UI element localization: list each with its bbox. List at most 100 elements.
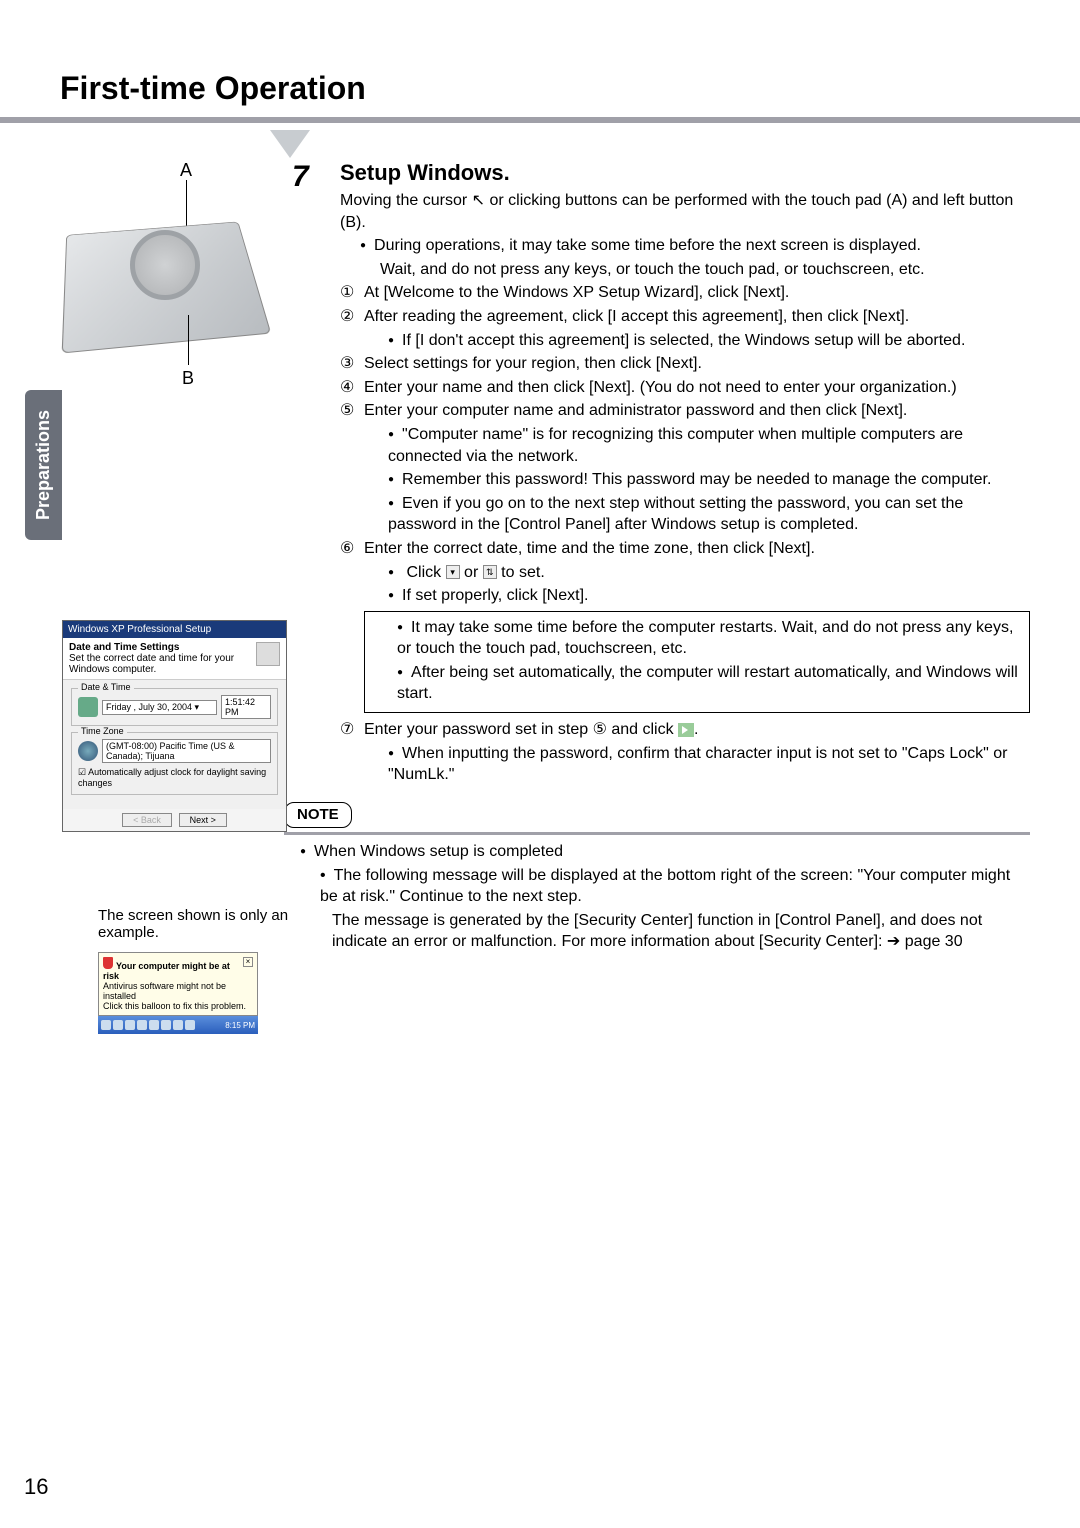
dst-checkbox: ☑ — [78, 767, 88, 777]
laptop-diagram: A B — [60, 160, 260, 390]
circled-5-ref: ⑤ — [593, 721, 607, 738]
close-icon: × — [243, 957, 253, 967]
dt-body: Date & Time Friday , July 30, 2004 ▾ 1:5… — [63, 680, 286, 809]
dt-tz-group: Time Zone (GMT-08:00) Pacific Time (US &… — [71, 732, 278, 795]
step-5-text: Enter your computer name and administrat… — [364, 402, 907, 419]
step-5: ⑤ Enter your computer name and administra… — [340, 400, 1030, 422]
spinner-icon: ⇅ — [483, 565, 497, 579]
note-divider — [284, 832, 1030, 835]
sec-line2: Click this balloon to fix this problem. — [103, 1001, 246, 1011]
page-title: First-time Operation — [0, 0, 1080, 107]
tray-icon — [185, 1020, 195, 1030]
time-field: 1:51:42 PM — [221, 695, 271, 719]
windows-logo-icon — [256, 642, 280, 666]
step-2: ② After reading the agreement, click [I a… — [340, 306, 1030, 328]
step-7-mid: and click — [607, 721, 678, 738]
example-note: The screen shown is only an example. — [98, 907, 298, 941]
step-heading: Setup Windows. — [340, 160, 510, 186]
taskbar: 8:15 PM — [98, 1016, 258, 1034]
tray-icon — [125, 1020, 135, 1030]
intro-text: Moving the cursor ↖ or clicking buttons … — [340, 190, 1030, 233]
dst-label: Automatically adjust clock for daylight … — [78, 767, 266, 788]
page-number: 16 — [24, 1474, 48, 1500]
tray-icon — [113, 1020, 123, 1030]
circled-5-icon: ⑤ — [340, 400, 354, 422]
dt-subheading: Set the correct date and time for your W… — [69, 653, 234, 675]
step-7a: When inputting the password, confirm tha… — [340, 743, 1030, 786]
note-dash-1a: The following message will be displayed … — [284, 865, 1030, 908]
taskbar-time: 8:15 PM — [225, 1021, 255, 1030]
step-5b: Remember this password! This password ma… — [340, 469, 1030, 491]
tray-icon — [161, 1020, 171, 1030]
circled-2-icon: ② — [340, 306, 354, 328]
security-balloon-figure: × Your computer might be at risk Antivir… — [98, 952, 258, 1034]
tz-field: (GMT-08:00) Pacific Time (US & Canada); … — [102, 739, 271, 763]
step-3: ③ Select settings for your region, then c… — [340, 353, 1030, 375]
step-number: 7 — [292, 160, 309, 194]
date-field: Friday , July 30, 2004 ▾ — [102, 700, 217, 715]
circled-7-icon: ⑦ — [340, 719, 354, 741]
sec-line1: Antivirus software might not be installe… — [103, 981, 226, 1001]
globe-icon — [78, 741, 98, 761]
step-content: Moving the cursor ↖ or clicking buttons … — [340, 190, 1030, 955]
next-button: Next > — [179, 813, 227, 827]
step-1: ① At [Welcome to the Windows XP Setup Wiz… — [340, 282, 1030, 304]
step-6b: If set properly, click [Next]. — [340, 585, 1030, 607]
step-6a-mid: or — [460, 564, 483, 581]
wait-text: Wait, and do not press any keys, or touc… — [340, 259, 1030, 281]
step-marker-icon — [270, 130, 310, 158]
diagram-label-b: B — [182, 368, 194, 389]
title-underline — [0, 117, 1080, 123]
dt-date-group: Date & Time Friday , July 30, 2004 ▾ 1:5… — [71, 688, 278, 726]
dt-titlebar: Windows XP Professional Setup — [63, 621, 286, 638]
diagram-line-b — [188, 315, 189, 365]
box-line-1: It may take some time before the compute… — [373, 617, 1021, 660]
step-5a: "Computer name" is for recognizing this … — [340, 424, 1030, 467]
step-7-pre: Enter your password set in step — [364, 721, 593, 738]
circled-1-icon: ① — [340, 282, 354, 304]
step-4: ④ Enter your name and then click [Next]. … — [340, 377, 1030, 399]
sec-title: Your computer might be at risk — [103, 961, 230, 981]
note-bullet-1: When Windows setup is completed — [284, 841, 1030, 863]
note-dash-1b: The message is generated by the [Securit… — [284, 910, 1030, 953]
dropdown-icon: ▾ — [446, 565, 460, 579]
tray-icon — [137, 1020, 147, 1030]
step-6a: Click ▾ or ⇅ to set. — [340, 562, 1030, 584]
step-6a-post: to set. — [497, 564, 545, 581]
step-6: ⑥ Enter the correct date, time and the ti… — [340, 538, 1030, 560]
step-2-text: After reading the agreement, click [I ac… — [364, 308, 909, 325]
dt-heading: Date and Time Settings — [69, 642, 179, 653]
diagram-label-a: A — [180, 160, 192, 181]
step-7: ⑦ Enter your password set in step ⑤ and … — [340, 719, 1030, 741]
dt-buttons: < Back Next > — [63, 809, 286, 831]
circled-3-icon: ③ — [340, 353, 354, 375]
dt-tz-label: Time Zone — [78, 726, 127, 736]
shield-icon — [103, 957, 113, 969]
step-1-text: At [Welcome to the Windows XP Setup Wiza… — [364, 284, 789, 301]
step-6-text: Enter the correct date, time and the tim… — [364, 540, 815, 557]
calendar-icon — [78, 697, 98, 717]
security-balloon: × Your computer might be at risk Antivir… — [98, 952, 258, 1016]
datetime-setup-figure: Windows XP Professional Setup Date and T… — [62, 620, 287, 832]
side-tab-preparations: Preparations — [25, 390, 62, 540]
box-line-2: After being set automatically, the compu… — [373, 662, 1021, 705]
step-7-post: . — [694, 721, 698, 738]
step-2-sub: If [I don't accept this agreement] is se… — [340, 330, 1030, 352]
step-5c: Even if you go on to the next step witho… — [340, 493, 1030, 536]
tray-icon — [149, 1020, 159, 1030]
step-4-text: Enter your name and then click [Next]. (… — [364, 379, 957, 396]
back-button: < Back — [122, 813, 172, 827]
tray-icon — [101, 1020, 111, 1030]
bullet-during-ops: During operations, it may take some time… — [340, 235, 1030, 257]
circled-4-icon: ④ — [340, 377, 354, 399]
note-label: NOTE — [284, 802, 352, 828]
tray-icon — [173, 1020, 183, 1030]
step-3-text: Select settings for your region, then cl… — [364, 355, 702, 372]
restart-note-box: It may take some time before the compute… — [364, 611, 1030, 713]
login-arrow-icon — [678, 723, 694, 737]
step-6a-pre: Click — [407, 564, 446, 581]
touchpad-icon — [130, 230, 200, 300]
dt-header: Date and Time Settings Set the correct d… — [63, 638, 286, 680]
dt-date-label: Date & Time — [78, 682, 134, 692]
circled-6-icon: ⑥ — [340, 538, 354, 560]
